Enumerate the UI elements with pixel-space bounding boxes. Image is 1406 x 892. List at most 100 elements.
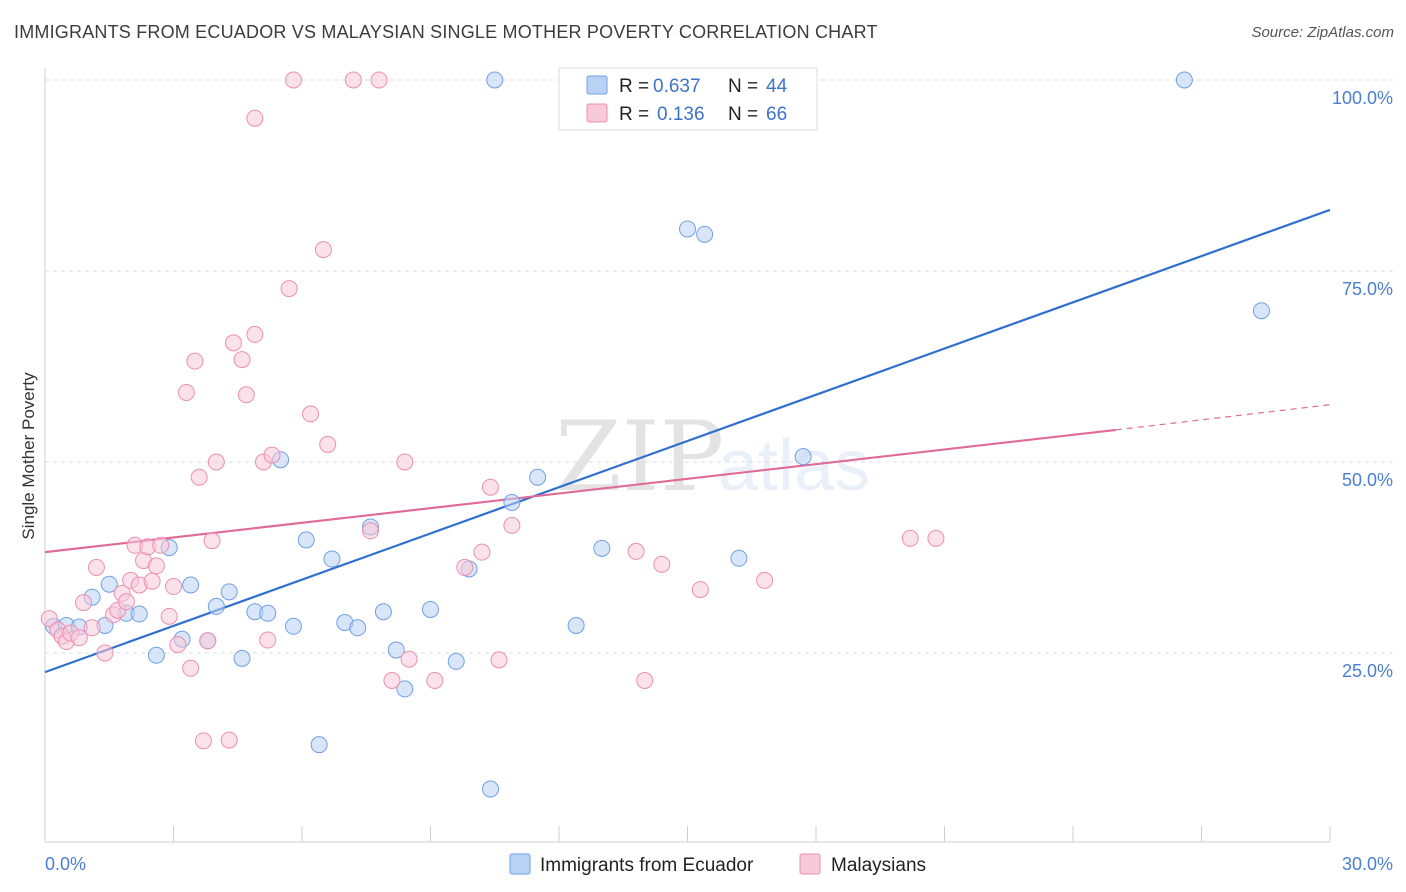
stats-legend-row-malaysians: R = 0.136 N = 66	[586, 103, 787, 125]
watermark: ZIP atlas	[555, 401, 870, 513]
data-point	[284, 617, 302, 635]
data-point	[297, 531, 315, 549]
data-point	[794, 448, 812, 466]
data-point	[901, 529, 919, 547]
data-point	[207, 453, 225, 471]
data-point	[207, 597, 225, 615]
data-point	[169, 636, 187, 654]
data-point	[730, 549, 748, 567]
legend-label-ecuador: Immigrants from Ecuador	[540, 855, 754, 876]
data-point	[263, 446, 281, 464]
trend-line	[44, 428, 1116, 554]
data-point	[199, 632, 217, 650]
data-point	[473, 543, 491, 561]
stats-legend-row-ecuador: R = 0.637 N = 44	[586, 75, 788, 97]
data-point	[152, 536, 170, 554]
data-point	[182, 576, 200, 594]
data-point	[456, 558, 474, 576]
data-points	[40, 71, 1270, 798]
data-point	[220, 731, 238, 749]
data-point	[310, 736, 328, 754]
y-axis-label: Single Mother Poverty	[19, 372, 38, 540]
data-point	[143, 572, 161, 590]
legend-r-value: 0.637	[653, 76, 701, 97]
data-point	[756, 571, 774, 589]
data-point	[160, 607, 178, 625]
y-tick-label: 50.0%	[1342, 470, 1393, 490]
y-tick-labels: 25.0% 50.0% 75.0% 100.0%	[1332, 88, 1393, 681]
data-point	[400, 650, 418, 668]
data-point	[314, 241, 332, 259]
data-point	[486, 71, 504, 89]
data-point	[284, 71, 302, 89]
data-point	[117, 593, 135, 611]
data-point	[387, 641, 405, 659]
watermark-zip: ZIP	[555, 401, 724, 513]
data-point	[233, 649, 251, 667]
data-point	[323, 550, 341, 568]
data-point	[190, 468, 208, 486]
data-point	[224, 334, 242, 352]
data-point	[319, 435, 337, 453]
y-tick-label: 75.0%	[1342, 279, 1393, 299]
legend-r-label: R =	[619, 104, 649, 125]
y-tick-label: 100.0%	[1332, 88, 1393, 108]
stats-legend: R = 0.637 N = 44 R = 0.136 N = 66	[558, 67, 818, 131]
x-tick-label: 0.0%	[45, 854, 86, 874]
data-point	[383, 672, 401, 690]
data-point	[691, 581, 709, 599]
data-point	[481, 780, 499, 798]
data-point	[100, 575, 118, 593]
legend-n-label: N =	[728, 104, 758, 125]
data-point	[593, 539, 611, 557]
data-point	[1252, 302, 1270, 320]
data-point	[349, 619, 367, 637]
data-point	[130, 605, 148, 623]
data-point	[696, 225, 714, 243]
data-point	[396, 453, 414, 471]
data-point	[233, 351, 251, 369]
gridlines	[45, 79, 1395, 654]
data-point	[70, 629, 88, 647]
legend-swatch-ecuador	[509, 853, 531, 875]
data-point	[147, 646, 165, 664]
data-point	[40, 610, 58, 628]
data-point	[447, 652, 465, 670]
data-point	[529, 468, 547, 486]
series-legend: Immigrants from Ecuador Malaysians	[509, 853, 926, 876]
legend-swatch-malaysians	[799, 853, 821, 875]
x-tick-labels: 0.0% 30.0%	[45, 854, 1393, 874]
data-point	[259, 604, 277, 622]
legend-swatch-ecuador	[586, 75, 608, 95]
data-point	[396, 680, 414, 698]
series-malaysians	[40, 71, 945, 750]
data-point	[567, 616, 585, 634]
data-point	[370, 71, 388, 89]
data-point	[1175, 71, 1193, 89]
x-tick-label: 30.0%	[1342, 854, 1393, 874]
legend-label-malaysians: Malaysians	[831, 855, 926, 876]
legend-n-value: 66	[766, 104, 787, 125]
data-point	[503, 493, 521, 511]
data-point	[490, 651, 508, 669]
legend-n-label: N =	[728, 76, 758, 97]
trend-line-extension	[1115, 404, 1331, 431]
data-point	[237, 386, 255, 404]
data-point	[374, 603, 392, 621]
data-point	[362, 522, 380, 540]
data-point	[344, 71, 362, 89]
data-point	[481, 478, 499, 496]
trend-lines	[44, 208, 1331, 674]
data-point	[186, 352, 204, 370]
data-point	[422, 600, 439, 618]
data-point	[182, 659, 200, 677]
data-point	[177, 383, 195, 401]
axes	[44, 68, 1331, 843]
data-point	[927, 529, 945, 547]
y-tick-label: 25.0%	[1342, 661, 1393, 681]
legend-swatch-malaysians	[586, 103, 608, 123]
data-point	[87, 558, 105, 576]
data-point	[280, 280, 298, 298]
data-point	[194, 732, 212, 750]
